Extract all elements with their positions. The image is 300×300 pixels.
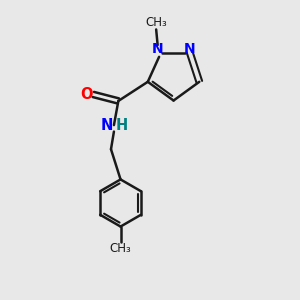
Text: N: N [184,42,195,56]
Text: O: O [81,87,93,102]
Text: CH₃: CH₃ [110,242,131,255]
Text: N: N [100,118,113,133]
Text: N: N [152,42,164,56]
Text: H: H [115,118,128,133]
Text: CH₃: CH₃ [145,16,167,29]
